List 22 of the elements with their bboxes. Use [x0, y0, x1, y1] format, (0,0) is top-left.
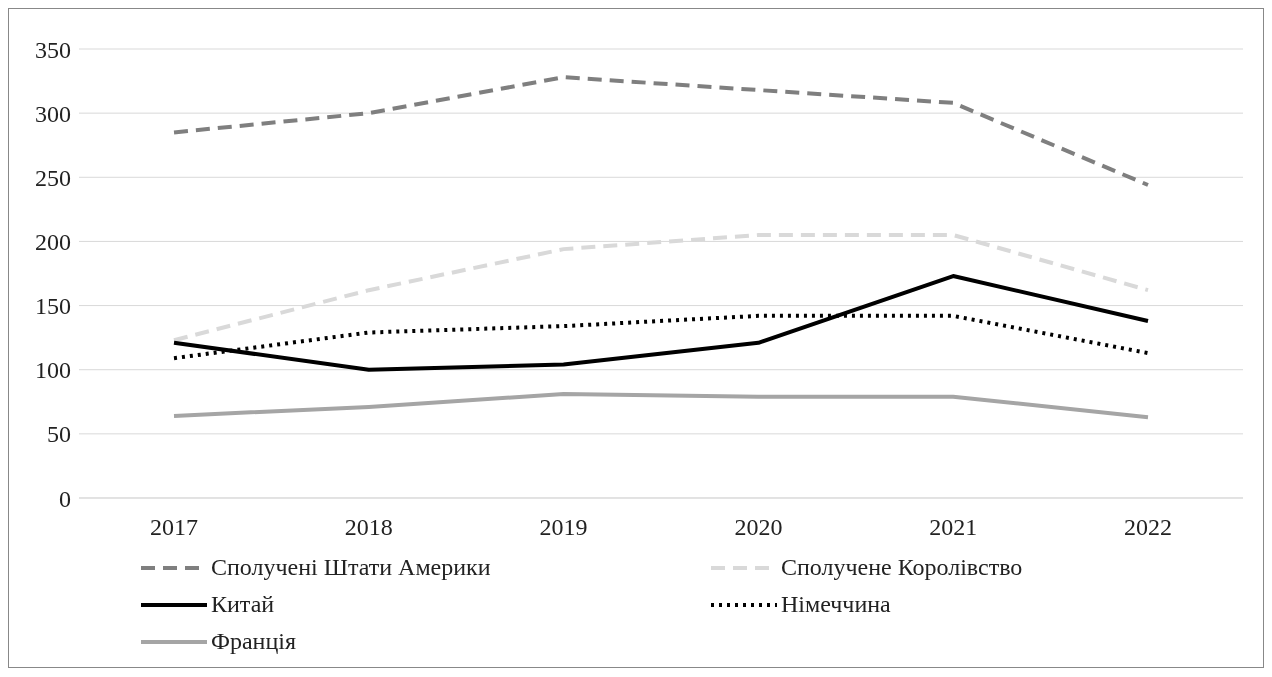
x-tick-label: 2021: [929, 514, 978, 541]
x-tick-label: 2020: [734, 514, 783, 541]
legend-label: Франція: [211, 628, 297, 655]
y-tick-label: 0: [59, 485, 71, 512]
x-tick-label: 2018: [344, 514, 393, 541]
x-tick-label: 2019: [539, 514, 588, 541]
legend-label: Сполучені Штати Америки: [211, 554, 491, 581]
x-tick-label: 2017: [150, 514, 198, 541]
y-tick-label: 200: [35, 228, 71, 255]
x-tick-label: 2022: [1124, 514, 1172, 541]
line-series: [172, 274, 1150, 372]
y-tick-label: 300: [35, 100, 71, 127]
legend-label: Сполучене Королівство: [781, 554, 1023, 581]
legend-label: Китай: [211, 591, 275, 618]
y-tick-label: 350: [35, 36, 71, 63]
y-tick-label: 100: [35, 357, 71, 384]
line-series: [172, 75, 1150, 187]
y-tick-label: 250: [35, 164, 71, 191]
y-tick-label: 150: [35, 293, 71, 320]
y-tick-label: 50: [47, 421, 71, 448]
legend-label: Німеччина: [781, 591, 891, 618]
line-series: [172, 392, 1150, 420]
